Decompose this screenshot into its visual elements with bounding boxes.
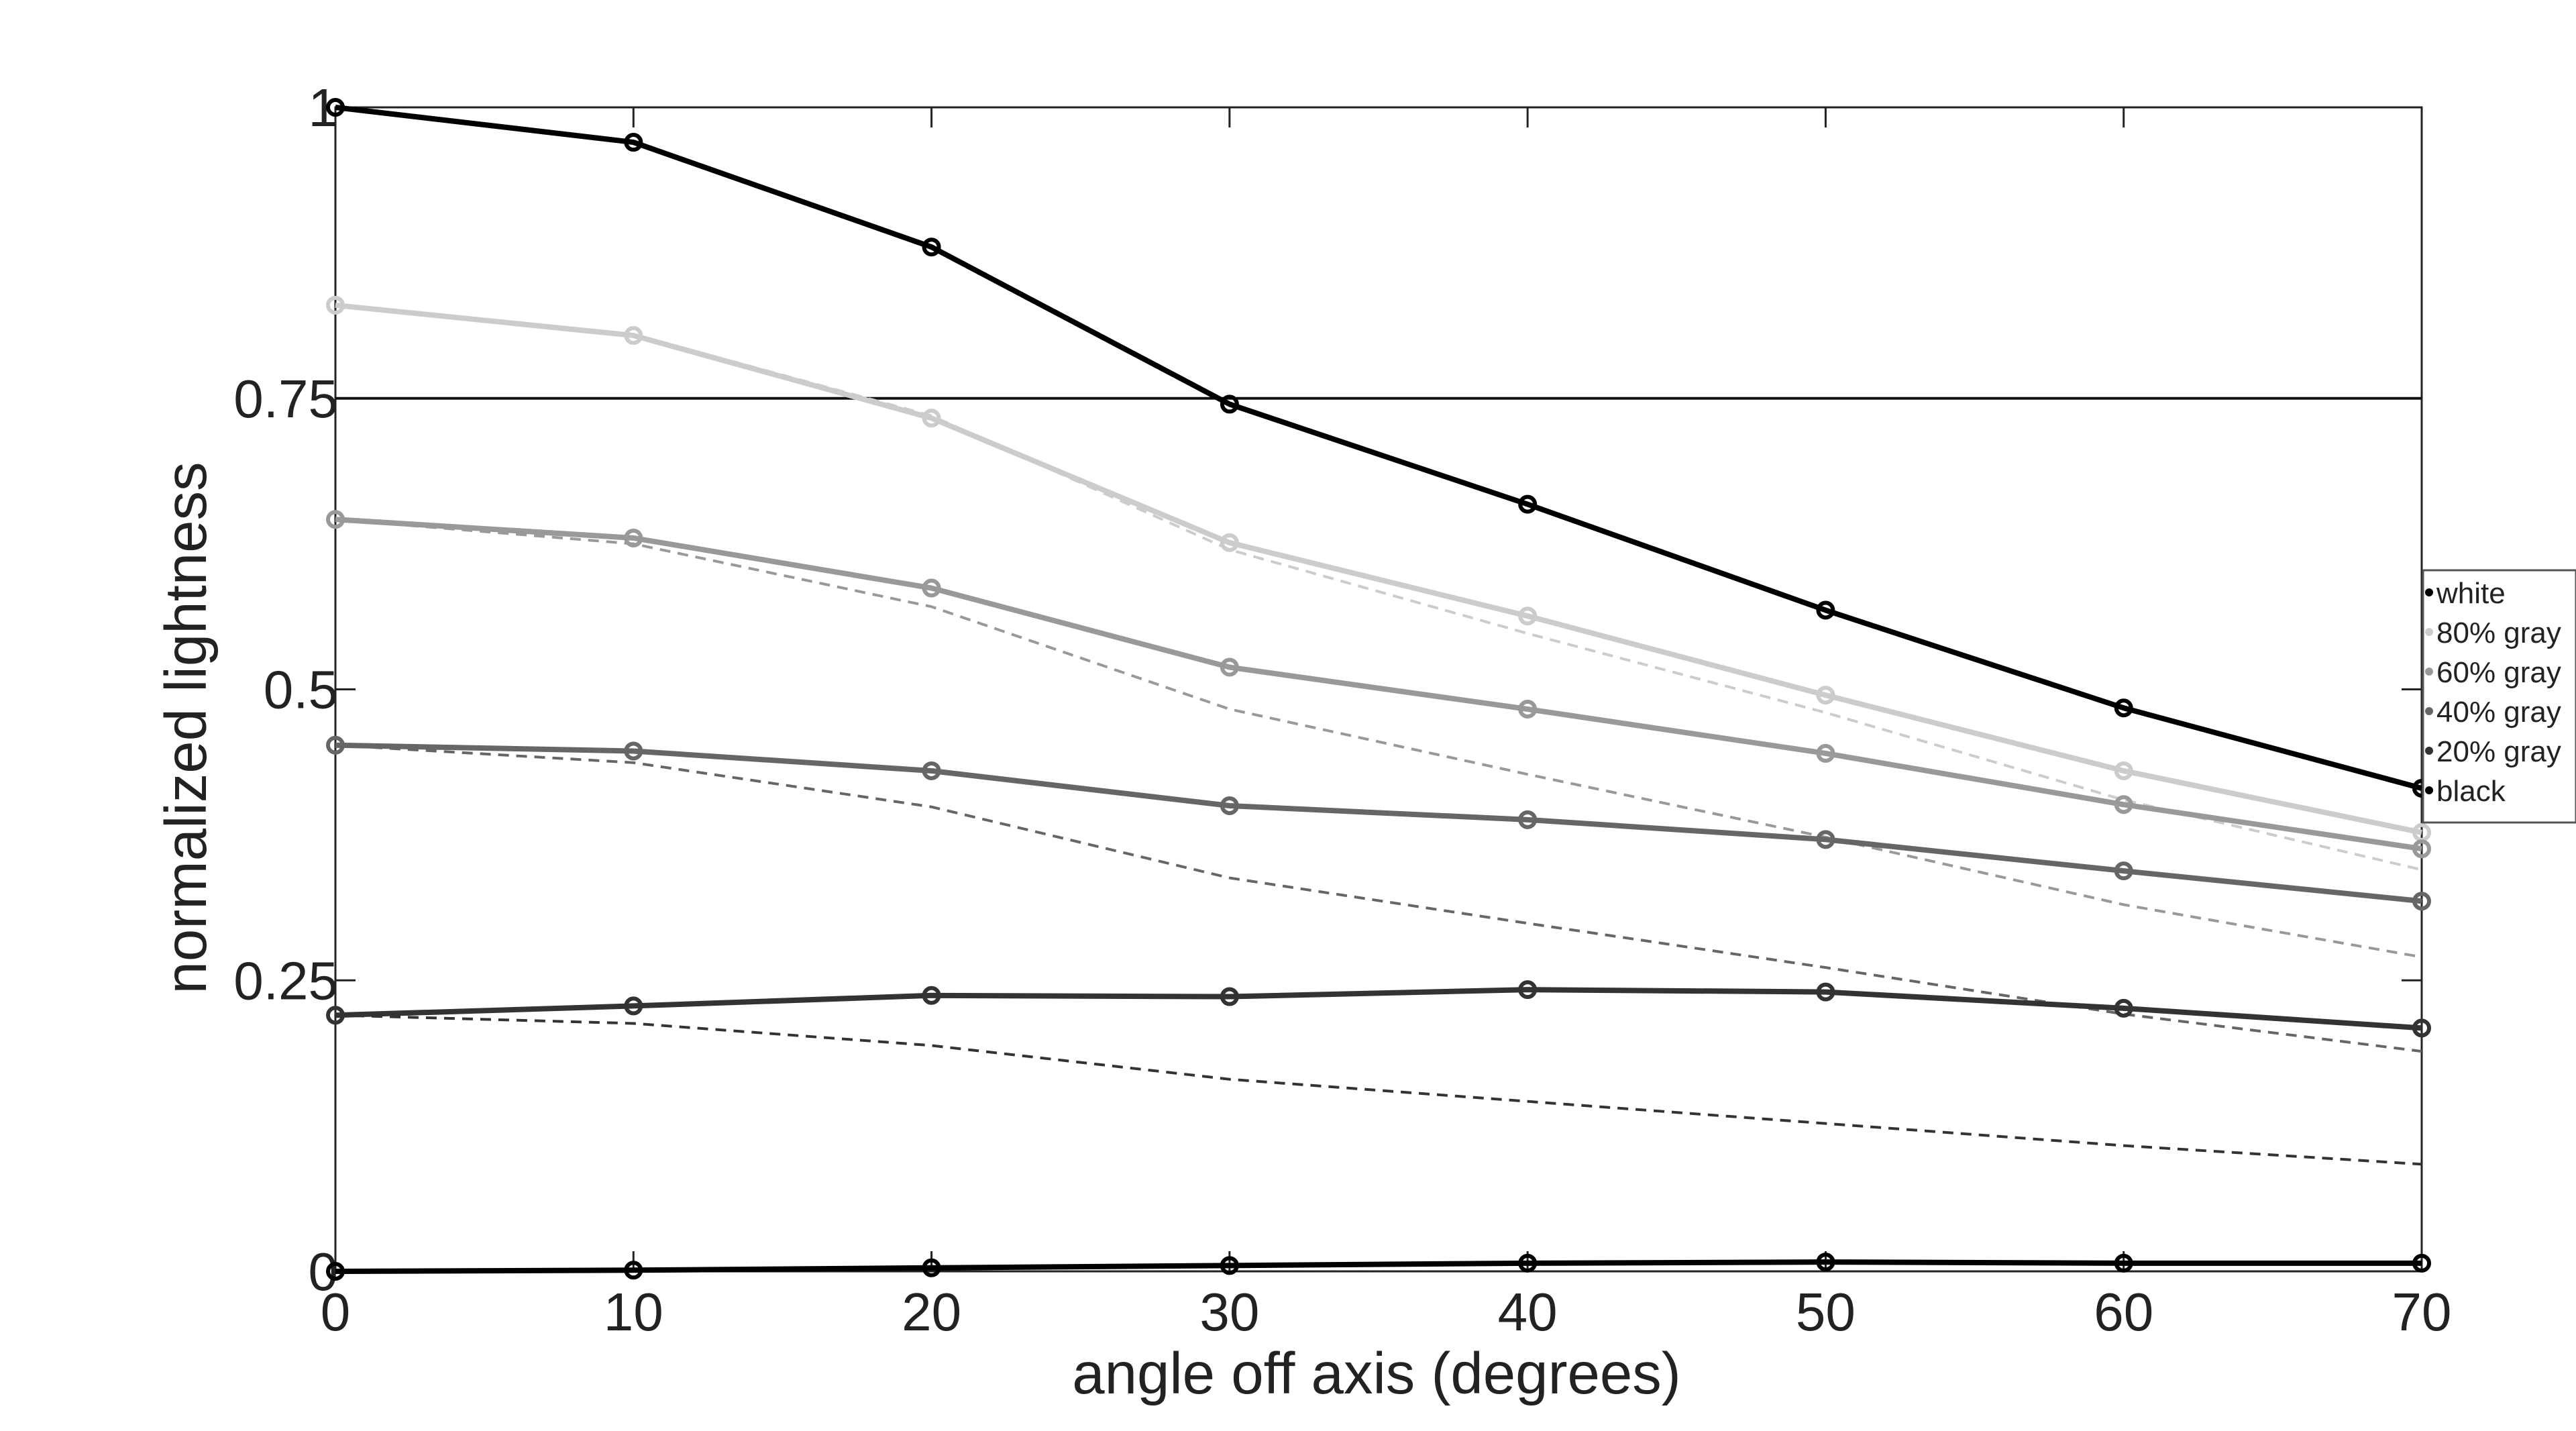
series-group [326, 98, 2431, 1281]
series-line [335, 302, 2422, 835]
data-point [2412, 1018, 2431, 1038]
series-line [335, 742, 2422, 904]
data-point [1816, 1253, 1835, 1272]
data-point [922, 409, 941, 428]
series [326, 980, 2431, 1038]
y-tick-label: 0 [309, 1242, 339, 1302]
series-line [335, 105, 2423, 791]
data-point [624, 133, 643, 152]
y-tick-label: 0.75 [233, 369, 338, 429]
y-tick-label: 0.5 [264, 660, 338, 720]
series [326, 510, 2431, 859]
data-point [1816, 743, 1835, 763]
data-point [2114, 761, 2133, 780]
data-point [326, 735, 345, 755]
data-point [2114, 861, 2133, 881]
y-tick-label: 1 [309, 78, 339, 138]
data-point [1220, 657, 1239, 677]
legend: white 80% gray 60% gray 40% gray 20% gray bla… [2422, 569, 2576, 824]
series [326, 295, 2431, 842]
series [326, 1253, 2431, 1281]
x-axis-label: angle off axis (degrees) [1072, 1341, 1681, 1406]
data-point [1518, 1253, 1538, 1273]
y-axis-label: normalized lightness [154, 462, 219, 994]
data-point [1220, 796, 1239, 815]
legend-marker [2425, 588, 2433, 596]
data-point [1816, 830, 1835, 849]
x-tick-label: 10 [604, 1282, 663, 1342]
x-tick-label: 0 [321, 1282, 351, 1342]
tick-labels: 0 10 20 30 40 50 60 70 0 0.25 0.5 0.75 1 [233, 78, 2451, 1342]
data-point [2114, 795, 2133, 814]
data-point [2412, 892, 2431, 911]
data-point [1518, 606, 1538, 626]
legend-marker [2425, 707, 2433, 715]
series-line [335, 987, 2422, 1031]
x-tick-label: 60 [2094, 1282, 2153, 1342]
data-point [1220, 394, 1239, 414]
data-point [1518, 699, 1538, 719]
data-point [624, 326, 643, 346]
legend-marker [2425, 628, 2433, 636]
legend-box [2422, 569, 2576, 824]
data-point [1518, 494, 1538, 514]
reference-curve [335, 303, 2422, 871]
data-point [1220, 533, 1239, 552]
x-tick-label: 70 [2392, 1282, 2452, 1342]
series-line [335, 517, 2422, 852]
data-point [922, 761, 941, 780]
legend-marker [2425, 747, 2433, 755]
x-tick-label: 50 [1796, 1282, 1856, 1342]
x-tick-label: 40 [1498, 1282, 1558, 1342]
data-point [624, 741, 643, 761]
data-point [1518, 810, 1538, 829]
reference-curve [335, 518, 2422, 959]
y-tick-label: 0.25 [233, 951, 338, 1010]
legend-label: white [2436, 577, 2506, 610]
reference-curve [335, 1014, 2422, 1166]
data-point [624, 1261, 643, 1280]
data-point [326, 1262, 345, 1281]
data-point [624, 528, 643, 547]
series [326, 98, 2431, 798]
data-point [326, 295, 345, 315]
data-point [922, 986, 941, 1005]
dashed-series-group [335, 303, 2422, 1166]
data-point [2114, 1253, 2133, 1273]
legend-marker [2425, 786, 2433, 794]
data-point [1220, 1256, 1239, 1275]
x-tick-label: 30 [1199, 1282, 1259, 1342]
legend-marker [2425, 668, 2433, 676]
data-point [2114, 698, 2133, 718]
legend-label: 40% gray [2436, 696, 2561, 729]
data-point [326, 98, 345, 117]
data-point [1816, 600, 1835, 620]
data-point [1518, 980, 1538, 1000]
series-line [335, 1259, 2422, 1274]
data-point [922, 237, 941, 257]
x-tick-label: 20 [902, 1282, 961, 1342]
data-point [2412, 839, 2431, 859]
legend-label: 60% gray [2436, 656, 2561, 689]
data-point [1816, 982, 1835, 1002]
series [326, 735, 2431, 911]
legend-label: 80% gray [2436, 617, 2561, 649]
legend-label: black [2436, 775, 2506, 808]
legend-label: 20% gray [2436, 735, 2561, 768]
data-point [1816, 686, 1835, 705]
data-point [922, 578, 941, 598]
data-point [2412, 1253, 2431, 1273]
data-point [326, 510, 345, 529]
data-point [922, 1258, 941, 1277]
data-point [326, 1006, 345, 1025]
data-point [2114, 998, 2133, 1018]
data-point [1220, 987, 1239, 1006]
data-point [624, 996, 643, 1016]
